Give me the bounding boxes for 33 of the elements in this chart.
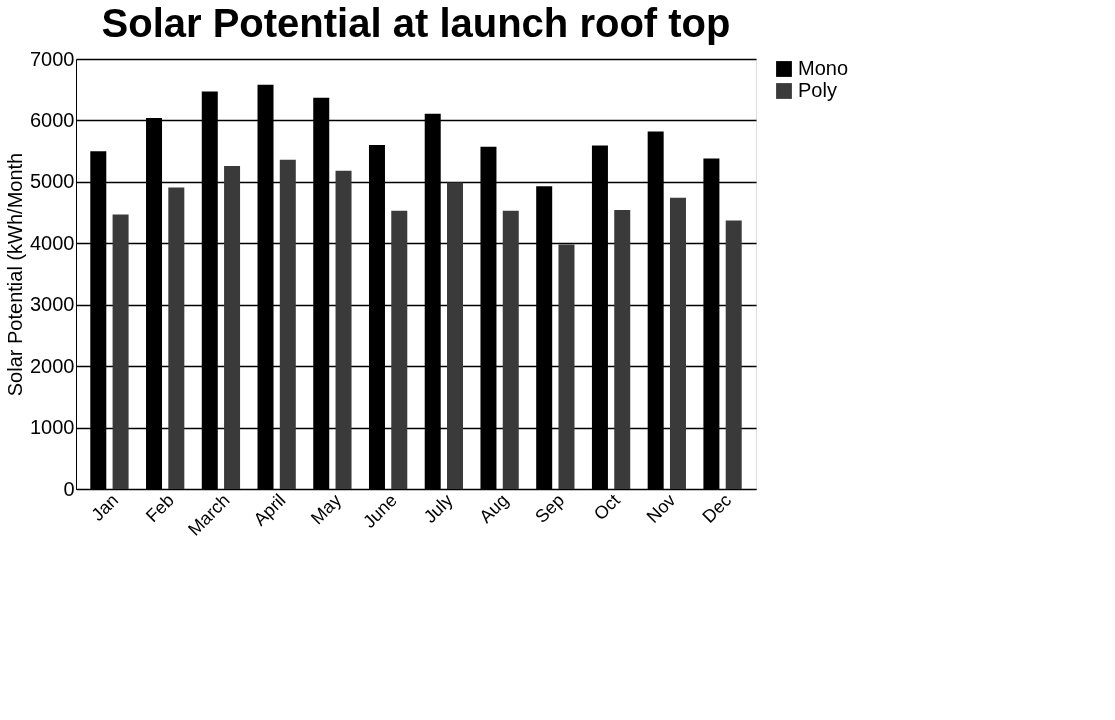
y-tick-label: 4000 xyxy=(30,231,75,254)
x-tick-label: Dec xyxy=(698,490,736,527)
x-tick-label: Feb xyxy=(141,490,178,527)
bar xyxy=(669,197,686,489)
y-tick-label: 6000 xyxy=(30,108,75,131)
x-tick-label: Aug xyxy=(475,490,513,527)
y-tick-label: 7000 xyxy=(30,47,75,70)
y-tick-label: 0 xyxy=(63,477,75,500)
bar xyxy=(725,220,742,489)
y-axis-title: Solar Potential (kWh/Month xyxy=(4,152,27,397)
y-tick-label: 1000 xyxy=(30,416,75,439)
bar xyxy=(112,214,129,489)
bar xyxy=(224,165,241,489)
bar xyxy=(335,170,352,489)
y-tick-label: 2000 xyxy=(30,354,75,377)
x-tick-label: Nov xyxy=(642,490,680,527)
bar xyxy=(168,187,185,489)
y-tick-label: 3000 xyxy=(30,293,75,316)
bar xyxy=(447,182,464,489)
legend-label: Poly xyxy=(798,79,837,101)
x-tick-label: Sep xyxy=(531,490,569,527)
x-tick-label: May xyxy=(306,490,346,529)
x-tick-label: Oct xyxy=(589,490,624,525)
bar xyxy=(391,210,408,489)
chart-title: Solar Potential at launch roof top xyxy=(101,1,731,45)
legend-label: Mono xyxy=(798,57,849,79)
y-tick-label: 5000 xyxy=(30,170,75,193)
x-tick-label: Jan xyxy=(87,490,123,525)
bar xyxy=(502,210,519,489)
bar xyxy=(558,244,575,489)
bar xyxy=(614,210,631,489)
bar xyxy=(279,159,296,489)
x-tick-label: July xyxy=(419,490,457,527)
